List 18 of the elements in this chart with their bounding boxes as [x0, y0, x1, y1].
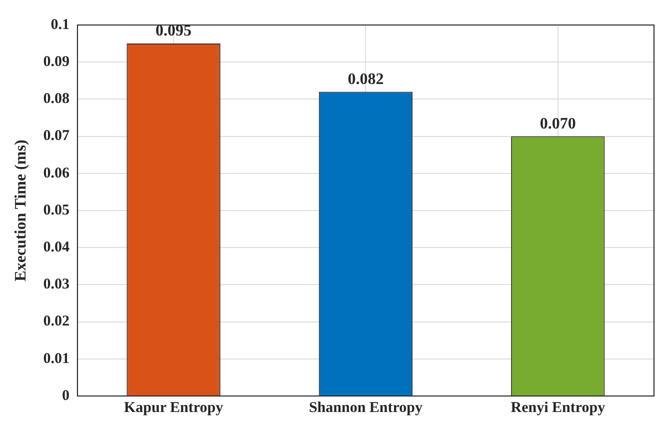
y-tick-label: 0.05 [43, 202, 70, 218]
x-tick-label: Shannon Entropy [308, 400, 423, 416]
y-tick-label: 0.07 [43, 128, 70, 144]
data-label: 0.082 [348, 70, 384, 88]
y-tick-label: 0.09 [43, 54, 70, 70]
y-tick-label: 0.02 [43, 314, 70, 330]
x-tick-label: Kapur Entropy [124, 400, 224, 416]
data-label: 0.070 [540, 115, 576, 132]
data-label: 0.095 [156, 22, 192, 40]
y-tick-label: 0.01 [43, 350, 70, 367]
y-tick-label: 0.1 [50, 16, 70, 33]
x-tick-label: Renyi Entropy [510, 400, 606, 416]
y-tick-label: 0.03 [43, 276, 70, 293]
y-tick-label: 0.06 [43, 165, 70, 182]
y-tick-label: 0.08 [43, 91, 70, 108]
y-axis-title: Execution Time (ms) [12, 140, 30, 282]
y-tick-label: 0.04 [43, 239, 70, 256]
y-tick-label: 0 [62, 388, 70, 404]
